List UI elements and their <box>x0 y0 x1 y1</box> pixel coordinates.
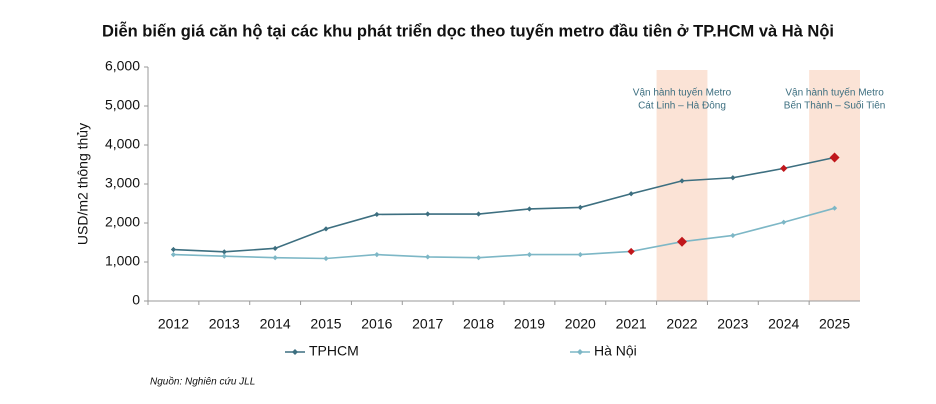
data-point <box>730 175 736 181</box>
x-tick-label: 2025 <box>819 316 850 332</box>
legend-marker <box>292 349 298 355</box>
data-point <box>577 251 583 258</box>
y-tick-label: 1,000 <box>105 253 140 269</box>
data-point <box>829 152 840 163</box>
data-point <box>475 211 482 217</box>
x-tick-label: 2016 <box>361 316 392 332</box>
data-point <box>374 211 380 218</box>
data-point <box>170 251 177 258</box>
x-tick-label: 2013 <box>209 316 240 332</box>
y-axis-label: USD/m2 thông thủy <box>75 123 91 245</box>
data-point <box>627 247 635 256</box>
x-tick-label: 2015 <box>310 316 341 332</box>
data-point <box>425 254 431 260</box>
y-tick-label: 3,000 <box>105 175 140 191</box>
legend-label: Hà Nội <box>594 343 637 359</box>
series-line <box>173 207 835 260</box>
highlight-band <box>809 70 860 301</box>
data-point <box>677 236 687 247</box>
data-point <box>526 206 533 212</box>
legend-marker <box>577 349 583 355</box>
annotation-text: Cát Linh – Hà Đông <box>638 101 726 112</box>
x-tick-label: 2018 <box>463 316 494 332</box>
data-point <box>272 255 278 261</box>
data-point <box>323 255 329 262</box>
x-tick-label: 2021 <box>616 316 647 332</box>
x-tick-label: 2023 <box>717 316 748 332</box>
data-point <box>831 205 838 211</box>
y-tick-label: 2,000 <box>105 214 140 230</box>
data-point <box>170 246 177 253</box>
y-tick-label: 6,000 <box>105 58 140 74</box>
x-tick-label: 2024 <box>768 316 799 332</box>
data-point <box>628 191 634 197</box>
data-point <box>730 232 736 239</box>
data-point <box>425 211 431 217</box>
data-point <box>526 251 533 258</box>
data-point <box>374 251 380 258</box>
y-tick-label: 4,000 <box>105 136 140 152</box>
series-line <box>173 156 835 253</box>
data-point <box>323 226 329 232</box>
data-point <box>221 249 227 255</box>
y-tick-label: 0 <box>132 292 140 308</box>
legend-label: TPHCM <box>309 343 359 359</box>
x-tick-label: 2014 <box>260 316 291 332</box>
data-point <box>780 164 788 172</box>
data-point <box>781 219 787 225</box>
x-tick-label: 2019 <box>514 316 545 332</box>
data-point <box>475 255 482 261</box>
y-tick-label: 5,000 <box>105 97 140 113</box>
x-tick-label: 2022 <box>666 316 697 332</box>
chart-title: Diễn biến giá căn hộ tại các khu phát tr… <box>102 21 834 40</box>
x-tick-label: 2020 <box>565 316 596 332</box>
data-point <box>221 253 227 259</box>
data-point <box>272 245 278 251</box>
x-tick-label: 2017 <box>412 316 443 332</box>
x-tick-label: 2012 <box>158 316 189 332</box>
annotation-text: Vận hành tuyến Metro <box>633 87 732 99</box>
annotation-text: Bến Thành – Suối Tiên <box>784 100 886 112</box>
source-note: Nguồn: Nghiên cứu JLL <box>150 376 255 388</box>
annotation-text: Vận hành tuyến Metro <box>785 87 884 99</box>
data-point <box>679 178 685 184</box>
data-point <box>577 204 583 210</box>
